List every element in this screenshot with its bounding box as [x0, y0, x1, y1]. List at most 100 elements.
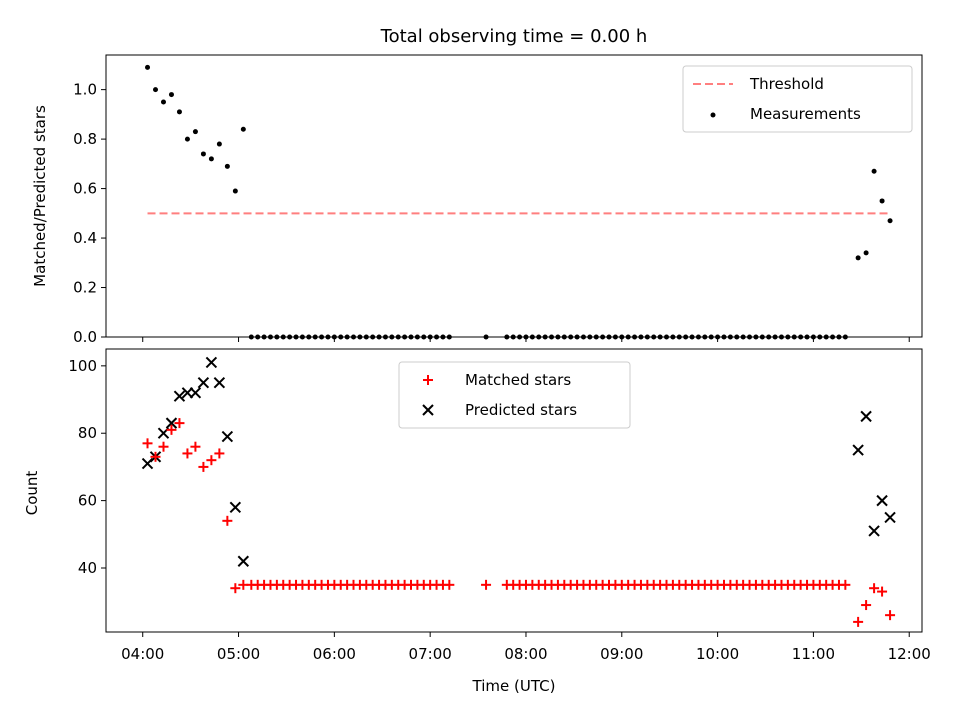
measurement-point — [638, 334, 644, 340]
matched-point — [182, 448, 193, 459]
measurement-point — [823, 334, 829, 340]
measurement-point — [248, 334, 254, 340]
measurement-point — [727, 334, 733, 340]
measurement-point — [568, 334, 574, 340]
bottom-y-axis-label: Count — [23, 471, 41, 516]
predicted-point — [852, 444, 864, 456]
measurement-point — [740, 334, 746, 340]
measurement-point — [542, 334, 548, 340]
x-axis-label: Time (UTC) — [472, 677, 556, 695]
predicted-point — [884, 511, 896, 524]
measurement-point — [160, 99, 166, 105]
legend-cross-marker — [422, 404, 434, 416]
y-tick-label: 1.0 — [73, 81, 97, 99]
x-tick-label: 06:00 — [313, 645, 356, 663]
x-tick-label: 12:00 — [888, 645, 931, 663]
measurement-point — [224, 163, 230, 169]
measurement-point — [382, 334, 388, 340]
measurement-point — [351, 334, 357, 340]
measurement-point — [523, 334, 529, 340]
matched-point — [230, 583, 241, 594]
measurement-point — [734, 334, 740, 340]
measurement-point — [274, 334, 280, 340]
measurement-point — [240, 126, 246, 132]
legend-predicted-label: Predicted stars — [465, 401, 577, 419]
measurement-point — [414, 334, 420, 340]
measurement-point — [804, 334, 810, 340]
cross-stroke — [860, 410, 872, 423]
x-tick-label: 08:00 — [504, 645, 547, 663]
matched-point — [885, 610, 896, 621]
measurement-point — [395, 334, 401, 340]
measurement-point — [580, 334, 586, 340]
measurement-point — [670, 334, 676, 340]
measurement-point — [644, 334, 650, 340]
count-series — [141, 356, 896, 627]
measurement-point — [306, 334, 312, 340]
measurement-point — [338, 334, 344, 340]
cross-stroke — [213, 376, 226, 389]
y-tick-label: 0.2 — [73, 279, 97, 297]
measurement-point — [778, 334, 784, 340]
measurement-point — [216, 141, 222, 147]
cross-stroke — [197, 376, 210, 389]
y-tick-label: 60 — [78, 492, 97, 510]
measurement-point — [600, 334, 606, 340]
measurement-point — [593, 334, 599, 340]
cross-stroke — [221, 430, 234, 443]
x-tick-label: 04:00 — [121, 645, 164, 663]
predicted-point — [860, 410, 872, 423]
measurement-point — [504, 334, 510, 340]
measurement-point — [232, 188, 238, 194]
measurement-point — [708, 334, 714, 340]
measurement-point — [192, 129, 198, 135]
measurement-point — [683, 334, 689, 340]
matched-point — [481, 579, 492, 590]
measurement-point — [689, 334, 695, 340]
cross-stroke — [229, 501, 242, 514]
x-tick-label: 07:00 — [409, 645, 452, 663]
y-tick-label: 0.8 — [73, 130, 97, 148]
matched-point — [214, 448, 225, 459]
measurement-point — [817, 334, 823, 340]
measurement-point — [830, 334, 836, 340]
bottom-plot-frame — [105, 348, 923, 633]
measurement-point — [434, 334, 440, 340]
y-tick-label: 80 — [78, 424, 97, 442]
bottom-legend: Matched stars Predicted stars — [398, 361, 631, 429]
measurement-point — [440, 334, 446, 340]
predicted-point — [173, 390, 186, 402]
measurement-point — [261, 334, 267, 340]
matched-point — [206, 455, 217, 466]
matched-point — [840, 579, 851, 590]
matched-point — [222, 515, 233, 526]
measurement-point — [810, 334, 816, 340]
measurement-point — [325, 334, 331, 340]
measurement-point — [863, 250, 869, 256]
legend-plus-marker — [423, 375, 433, 385]
cross-stroke — [868, 525, 880, 537]
matched-point — [190, 441, 201, 452]
measurement-point — [879, 198, 885, 204]
measurement-point — [363, 334, 369, 340]
legend-threshold-label: Threshold — [749, 75, 824, 93]
measurement-point — [517, 334, 523, 340]
y-tick-label: 100 — [68, 357, 97, 375]
matched-point — [142, 438, 153, 449]
matched-point — [444, 579, 455, 590]
bottom-y-axis: 40 60 80 100 — [68, 357, 106, 577]
measurement-point — [695, 334, 701, 340]
x-tick-label: 05:00 — [217, 645, 260, 663]
measurement-point — [267, 334, 273, 340]
predicted-point — [213, 376, 226, 389]
cross-stroke — [165, 417, 178, 429]
legend-measurements-label: Measurements — [750, 105, 861, 123]
measurement-point — [145, 64, 151, 70]
top-y-axis: 0.0 0.2 0.4 0.6 0.8 1.0 — [73, 81, 106, 346]
matched-point — [198, 461, 209, 472]
ratio-panel: Total observing time = 0.00 h 0.00.20.40… — [31, 26, 923, 346]
measurement-point — [612, 334, 618, 340]
matched-point — [869, 583, 880, 594]
matched-point — [853, 616, 864, 627]
matched-point — [158, 441, 169, 452]
